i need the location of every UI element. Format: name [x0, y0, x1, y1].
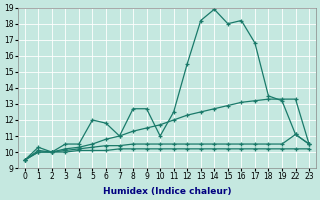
X-axis label: Humidex (Indice chaleur): Humidex (Indice chaleur) [103, 187, 231, 196]
